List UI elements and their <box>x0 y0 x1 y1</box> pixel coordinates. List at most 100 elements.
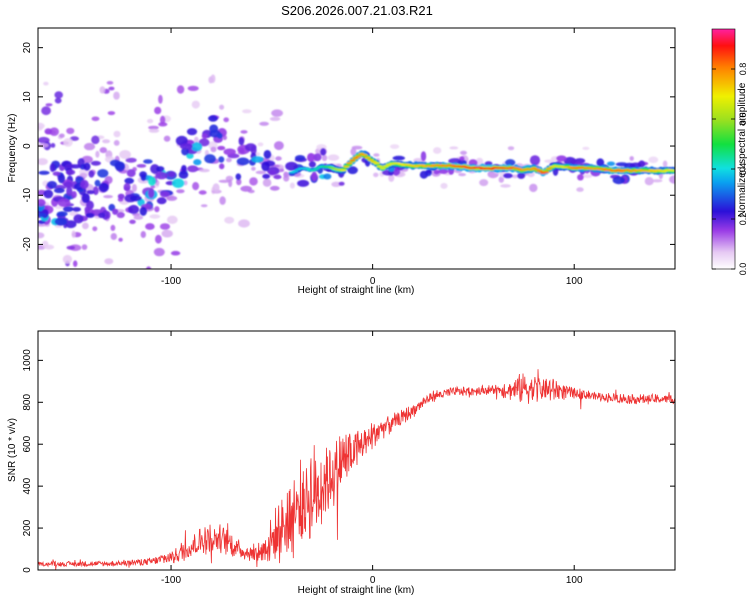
spectrogram-cell <box>208 115 218 122</box>
spectrogram-cell <box>126 169 136 178</box>
spectrogram-cell <box>163 135 171 142</box>
snr-y-tick-label: 800 <box>22 394 33 411</box>
spectrogram-cell <box>291 170 299 173</box>
colorbar-tick-label: 0.8 <box>738 63 748 76</box>
spectrogram-cell <box>91 116 100 122</box>
spectrogram-cell <box>149 214 161 219</box>
spectrogram-cell <box>128 204 140 214</box>
spectrogram-cell <box>392 155 405 161</box>
spectrogram-cell <box>110 224 116 231</box>
snr-x-tick-label: -100 <box>161 575 181 586</box>
spectrogram-cell <box>92 226 98 232</box>
spectrogram-cell <box>210 146 217 153</box>
spectrogram-cell <box>529 183 538 193</box>
spectrogram-cell <box>390 144 400 150</box>
spectrogram-cell <box>223 148 236 156</box>
spectrogram-cell <box>106 81 114 85</box>
spectrogram-cell <box>210 74 216 83</box>
spectrogram-cell <box>63 181 73 189</box>
spectrogram-cell <box>90 160 101 166</box>
spectrogram-cell <box>373 162 380 165</box>
spectrogram-cell <box>263 150 272 159</box>
spectrogram-cell <box>370 161 377 163</box>
spectrogram-cell <box>449 146 459 150</box>
spectrogram-cell <box>57 314 67 320</box>
spectrogram-cell <box>582 146 590 150</box>
spectrogram-cell <box>82 222 89 230</box>
spectrogram-cell <box>66 186 73 197</box>
spectrogram-cell <box>92 186 99 196</box>
spectrogram-cell <box>275 156 282 161</box>
spectrogram-cell <box>181 165 187 172</box>
spectrogram-frame <box>37 27 676 270</box>
spectrogram-cell <box>183 180 188 186</box>
spectrogram-cell <box>43 189 54 199</box>
spectrogram-cell <box>511 174 519 179</box>
spectrogram-cell <box>440 182 448 189</box>
spectrogram-cell <box>63 138 73 147</box>
spectrogram-cell <box>159 223 171 230</box>
spectrogram-cell <box>94 179 101 187</box>
spectrogram-cell <box>283 171 289 178</box>
spectrogram-cell <box>669 169 675 172</box>
spectrogram-cell <box>542 171 550 174</box>
spectrogram-cell <box>251 166 256 171</box>
spectrogram-cell <box>479 179 489 187</box>
spectrogram-cell <box>154 206 160 213</box>
spectrogram-cell <box>373 172 379 178</box>
spectrogram-cell <box>327 154 340 161</box>
spectrogram-cell <box>536 170 544 173</box>
snr-frame <box>37 330 676 571</box>
spectrogram-ridge <box>288 150 675 177</box>
spectrogram-cell <box>577 174 584 181</box>
spectrogram-y-tick-label: 10 <box>22 91 33 103</box>
spectrogram-cell <box>582 174 593 179</box>
spectrogram-cell <box>150 164 160 174</box>
snr-y-tick-label: 200 <box>22 519 33 536</box>
spectrogram-cell <box>148 125 159 130</box>
spectrogram-cell <box>235 173 242 180</box>
spectrogram-cell <box>99 147 108 154</box>
spectrogram-cell <box>73 214 84 224</box>
spectrogram-cell <box>340 169 347 172</box>
spectrogram-cell <box>62 206 74 213</box>
spectrogram-cell <box>308 161 316 168</box>
spectrogram-cell <box>98 212 106 219</box>
spectrogram-cell <box>52 171 61 176</box>
spectrogram-cell <box>313 168 320 170</box>
spectrogram-cell <box>193 159 202 166</box>
spectrogram-cell <box>143 159 153 164</box>
spectrogram-cell <box>259 121 269 126</box>
spectrogram-y-tick-label: -10 <box>22 188 33 203</box>
snr-x-tick-label: 0 <box>370 575 376 586</box>
spectrogram-cell <box>212 183 220 193</box>
spectrogram-cell <box>133 215 144 220</box>
spectrogram-cell <box>224 216 235 224</box>
spectrogram-cell <box>321 154 328 162</box>
spectrogram-cell <box>294 155 306 161</box>
spectrogram-cell <box>59 133 65 138</box>
spectrogram-cell <box>651 170 658 173</box>
spectrogram-cell <box>103 195 113 199</box>
spectrogram-cell <box>347 166 358 175</box>
spectrogram-cell <box>98 182 109 193</box>
spectrogram-cell <box>166 195 178 201</box>
spectrogram-cell <box>255 152 261 157</box>
spectrogram-cell <box>346 162 353 164</box>
spectrogram-cell <box>83 142 96 151</box>
spectrogram-cell <box>65 169 76 175</box>
spectrogram-cell <box>303 167 311 170</box>
spectrogram-cell <box>131 184 137 192</box>
spectrogram-cell <box>167 171 176 178</box>
spectrogram-cell <box>219 163 225 170</box>
spectrogram-cell <box>545 167 553 170</box>
spectrogram-cell <box>651 179 663 183</box>
spectrogram-cell <box>187 85 199 91</box>
spectrogram-cell <box>117 193 125 200</box>
spectrogram-cell <box>100 270 110 279</box>
spectrogram-cell <box>373 153 380 157</box>
spectrogram-cell <box>498 176 504 183</box>
spectrogram-cell <box>310 169 317 172</box>
